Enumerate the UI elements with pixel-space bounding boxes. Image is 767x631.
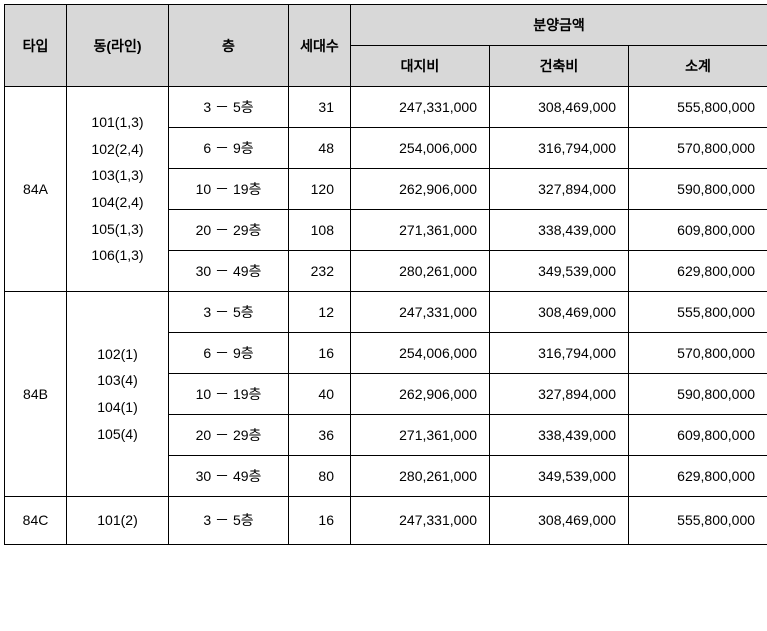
cell-floor: 3 － 5층 <box>169 497 289 545</box>
pricing-table: 타입 동(라인) 층 세대수 분양금액 대지비 건축비 소계 84A101(1,… <box>4 4 767 545</box>
header-price-group: 분양금액 <box>351 5 767 46</box>
cell-build-cost: 338,439,000 <box>490 210 629 251</box>
cell-build-cost: 327,894,000 <box>490 374 629 415</box>
cell-subtotal: 570,800,000 <box>629 128 767 169</box>
cell-subtotal: 609,800,000 <box>629 415 767 456</box>
cell-land-cost: 254,006,000 <box>351 333 490 374</box>
cell-floor: 10 － 19층 <box>169 374 289 415</box>
cell-land-cost: 247,331,000 <box>351 87 490 128</box>
cell-subtotal: 590,800,000 <box>629 374 767 415</box>
cell-subtotal: 629,800,000 <box>629 251 767 292</box>
cell-floor: 30 － 49층 <box>169 456 289 497</box>
cell-land-cost: 247,331,000 <box>351 497 490 545</box>
cell-build-cost: 327,894,000 <box>490 169 629 210</box>
cell-subtotal: 555,800,000 <box>629 87 767 128</box>
cell-build-cost: 316,794,000 <box>490 128 629 169</box>
cell-type: 84C <box>5 497 67 545</box>
table-row: 84C101(2)3 － 5층16247,331,000308,469,0005… <box>5 497 767 545</box>
cell-count: 16 <box>289 497 351 545</box>
cell-land-cost: 280,261,000 <box>351 456 490 497</box>
cell-floor: 3 － 5층 <box>169 292 289 333</box>
cell-subtotal: 609,800,000 <box>629 210 767 251</box>
cell-subtotal: 555,800,000 <box>629 497 767 545</box>
cell-floor: 30 － 49층 <box>169 251 289 292</box>
table-row: 84B102(1)103(4)104(1)105(4)3 － 5층12247,3… <box>5 292 767 333</box>
cell-count: 108 <box>289 210 351 251</box>
cell-count: 16 <box>289 333 351 374</box>
cell-land-cost: 271,361,000 <box>351 415 490 456</box>
cell-dong: 102(1)103(4)104(1)105(4) <box>67 292 169 497</box>
cell-land-cost: 262,906,000 <box>351 169 490 210</box>
cell-build-cost: 338,439,000 <box>490 415 629 456</box>
cell-build-cost: 308,469,000 <box>490 497 629 545</box>
cell-build-cost: 349,539,000 <box>490 251 629 292</box>
cell-floor: 6 － 9층 <box>169 128 289 169</box>
table-row: 84A101(1,3)102(2,4)103(1,3)104(2,4)105(1… <box>5 87 767 128</box>
cell-land-cost: 271,361,000 <box>351 210 490 251</box>
cell-count: 31 <box>289 87 351 128</box>
cell-count: 232 <box>289 251 351 292</box>
header-land-cost: 대지비 <box>351 46 490 87</box>
cell-subtotal: 555,800,000 <box>629 292 767 333</box>
cell-floor: 6 － 9층 <box>169 333 289 374</box>
cell-floor: 20 － 29층 <box>169 210 289 251</box>
cell-type: 84A <box>5 87 67 292</box>
cell-build-cost: 308,469,000 <box>490 87 629 128</box>
cell-dong: 101(2) <box>67 497 169 545</box>
cell-build-cost: 349,539,000 <box>490 456 629 497</box>
cell-count: 48 <box>289 128 351 169</box>
cell-count: 40 <box>289 374 351 415</box>
cell-floor: 20 － 29층 <box>169 415 289 456</box>
cell-subtotal: 570,800,000 <box>629 333 767 374</box>
cell-subtotal: 629,800,000 <box>629 456 767 497</box>
cell-floor: 10 － 19층 <box>169 169 289 210</box>
cell-count: 12 <box>289 292 351 333</box>
cell-subtotal: 590,800,000 <box>629 169 767 210</box>
cell-dong: 101(1,3)102(2,4)103(1,3)104(2,4)105(1,3)… <box>67 87 169 292</box>
cell-count: 120 <box>289 169 351 210</box>
cell-floor: 3 － 5층 <box>169 87 289 128</box>
header-build-cost: 건축비 <box>490 46 629 87</box>
cell-land-cost: 262,906,000 <box>351 374 490 415</box>
cell-land-cost: 254,006,000 <box>351 128 490 169</box>
cell-count: 36 <box>289 415 351 456</box>
header-type: 타입 <box>5 5 67 87</box>
cell-count: 80 <box>289 456 351 497</box>
header-count: 세대수 <box>289 5 351 87</box>
header-subtotal: 소계 <box>629 46 767 87</box>
table-body: 84A101(1,3)102(2,4)103(1,3)104(2,4)105(1… <box>5 87 767 545</box>
cell-build-cost: 308,469,000 <box>490 292 629 333</box>
cell-land-cost: 280,261,000 <box>351 251 490 292</box>
table-header: 타입 동(라인) 층 세대수 분양금액 대지비 건축비 소계 <box>5 5 767 87</box>
header-dong: 동(라인) <box>67 5 169 87</box>
cell-build-cost: 316,794,000 <box>490 333 629 374</box>
cell-type: 84B <box>5 292 67 497</box>
header-floor: 층 <box>169 5 289 87</box>
cell-land-cost: 247,331,000 <box>351 292 490 333</box>
